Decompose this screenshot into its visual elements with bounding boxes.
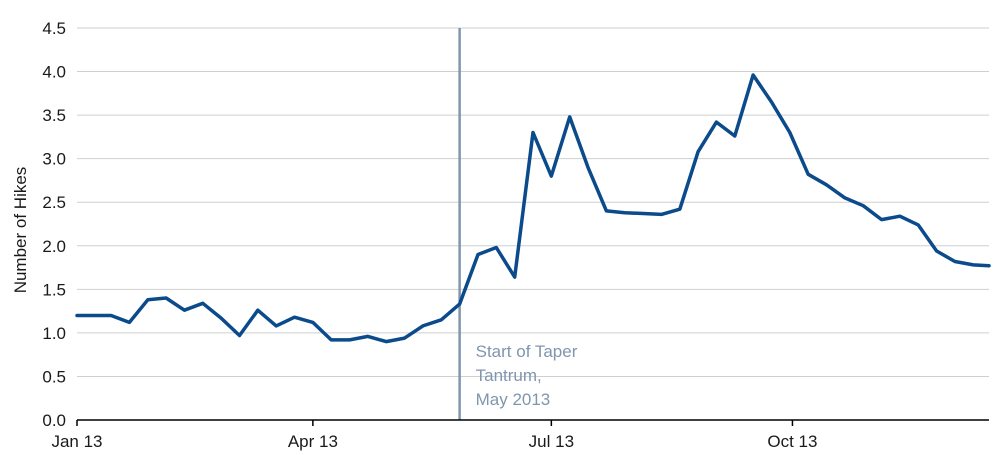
y-tick-label: 4.5 (42, 19, 66, 38)
x-axis-ticks: Jan 13 Apr 13 Jul 13 Oct 13 (51, 420, 817, 451)
y-tick-label: 3.5 (42, 106, 66, 125)
y-axis-ticks: 0.0 0.5 1.0 1.5 2.0 2.5 3.0 3.5 4.0 4.5 (42, 19, 66, 430)
y-tick-label: 1.0 (42, 324, 66, 343)
y-tick-label: 2.0 (42, 237, 66, 256)
series-line (75, 73, 991, 344)
y-tick-label: 0.0 (42, 411, 66, 430)
x-tick-label: Jan 13 (51, 432, 102, 451)
series-layer (75, 73, 991, 344)
y-tick-label: 0.5 (42, 367, 66, 386)
y-tick-label: 1.5 (42, 280, 66, 299)
y-tick-label: 4.0 (42, 63, 66, 82)
x-tick-label: Jul 13 (529, 432, 574, 451)
y-tick-label: 2.5 (42, 193, 66, 212)
event-label-line: Tantrum, (476, 366, 542, 385)
event-annotation: Start of Taper Tantrum, May 2013 (476, 342, 578, 409)
event-label-line: Start of Taper (476, 342, 578, 361)
gridlines (77, 27, 989, 377)
x-tick-label: Apr 13 (288, 432, 338, 451)
y-axis-label: Number of Hikes (11, 167, 30, 294)
y-tick-label: 3.0 (42, 150, 66, 169)
x-tick-label: Oct 13 (767, 432, 817, 451)
event-label-line: May 2013 (476, 390, 551, 409)
